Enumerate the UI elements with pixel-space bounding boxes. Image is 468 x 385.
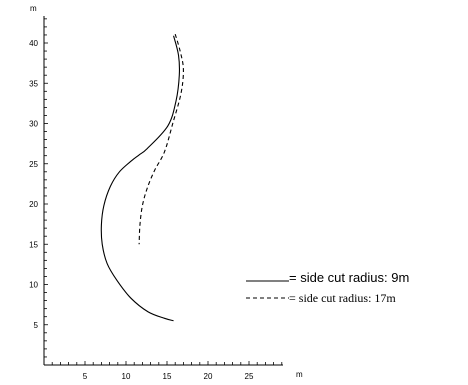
- axes: [43, 16, 283, 366]
- y-tick-label: 5: [34, 321, 39, 330]
- series-layer: [100, 33, 184, 322]
- legend: = side cut radius: 9m = side cut radius:…: [246, 270, 409, 305]
- series-dashed-line: [138, 33, 184, 245]
- y-tick-label: 20: [29, 200, 38, 209]
- y-tick-label: 10: [29, 281, 38, 290]
- y-tick-label: 15: [29, 240, 38, 249]
- y-axis-unit: m: [30, 4, 37, 13]
- legend-solid-label: = side cut radius: 9m: [289, 270, 409, 285]
- x-tick-label: 25: [245, 372, 254, 381]
- ticks: 5 10 15 20 25 5 10 15 20 25 30 35 40: [29, 18, 283, 381]
- y-tick-label: 30: [29, 120, 38, 129]
- x-tick-label: 15: [163, 372, 172, 381]
- legend-dashed-label: = side cut radius: 17m: [289, 291, 396, 305]
- x-tick-label: 5: [83, 372, 88, 381]
- x-tick-label: 20: [204, 372, 213, 381]
- series-solid-line: [100, 35, 181, 322]
- y-tick-label: 40: [29, 39, 38, 48]
- x-axis-unit: m: [296, 370, 303, 379]
- x-tick-label: 10: [122, 372, 131, 381]
- y-tick-label: 35: [29, 79, 38, 88]
- y-tick-label: 25: [29, 160, 38, 169]
